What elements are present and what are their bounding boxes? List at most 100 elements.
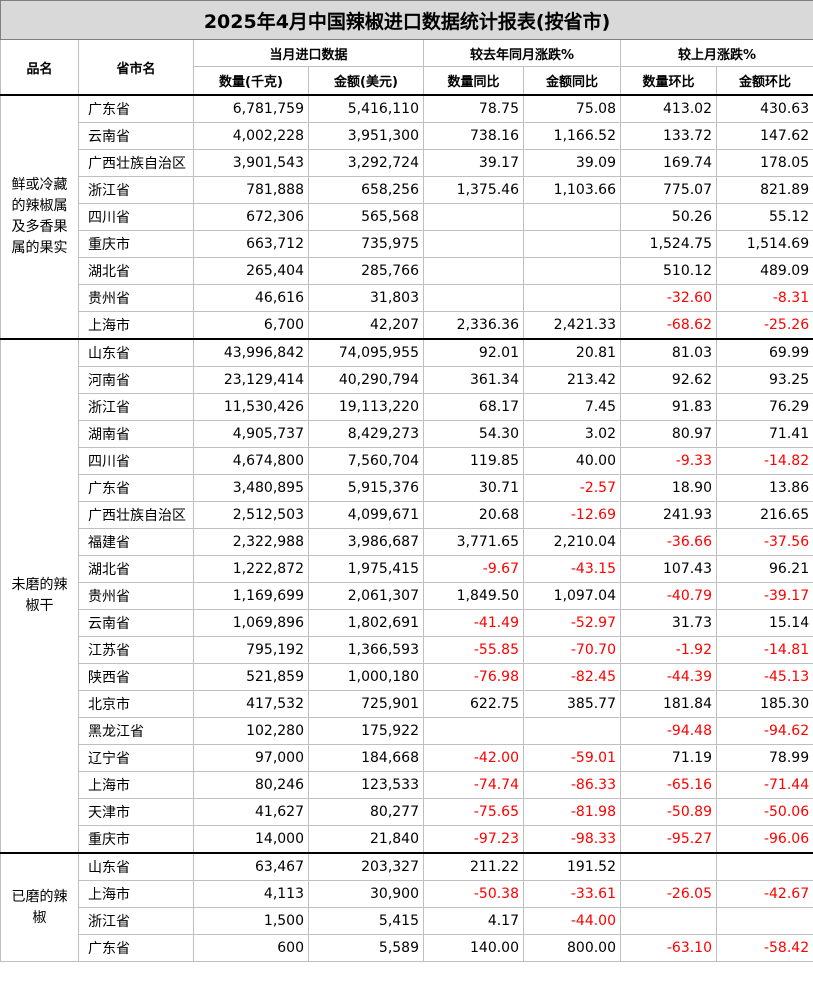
qty-cell: 1,500: [193, 907, 309, 935]
amount-cell: 1,000,180: [308, 663, 424, 691]
amount-yoy-cell: 1,103.66: [523, 176, 621, 204]
qty-cell: 4,674,800: [193, 447, 309, 475]
qty-yoy-cell: 30.71: [423, 474, 524, 502]
qty-yoy-cell: -74.74: [423, 771, 524, 799]
table-row: 云南省 1,069,896 1,802,691 -41.49 -52.97 31.73 15…: [1, 609, 813, 637]
table-row: 湖北省 1,222,872 1,975,415 -9.67 -43.15 107.43 96…: [1, 555, 813, 583]
table-row: 已磨的辣椒 山东省 63,467 203,327 211.22 191.52: [0, 852, 813, 962]
qty-cell: 11,530,426: [193, 393, 309, 421]
table-row: 四川省 672,306 565,568 50.26 55.12: [1, 203, 813, 231]
header-amount-yoy: 金额同比: [523, 66, 621, 96]
amount-yoy-cell: [523, 284, 621, 312]
qty-yoy-cell: -76.98: [423, 663, 524, 691]
amount-mom-cell: -39.17: [715, 582, 813, 610]
amount-mom-cell: -8.31: [715, 284, 813, 312]
qty-mom-cell: 80.97: [620, 420, 717, 448]
qty-yoy-cell: 622.75: [423, 690, 524, 718]
table-row: 浙江省 781,888 658,256 1,375.46 1,103.66 775.07 8…: [1, 176, 813, 204]
qty-mom-cell: -63.10: [620, 934, 717, 962]
amount-yoy-cell: -82.45: [523, 663, 621, 691]
amount-yoy-cell: [523, 230, 621, 258]
table-row: 贵州省 46,616 31,803 -32.60 -8.31: [1, 284, 813, 312]
amount-cell: 123,533: [308, 771, 424, 799]
qty-mom-cell: [620, 852, 717, 881]
qty-mom-cell: [620, 907, 717, 935]
amount-yoy-cell: 39.09: [523, 149, 621, 177]
qty-mom-cell: -95.27: [620, 825, 717, 854]
table-row: 重庆市 14,000 21,840 -97.23 -98.33 -95.27 -96.06: [1, 825, 813, 854]
qty-cell: 1,222,872: [193, 555, 309, 583]
qty-yoy-cell: -97.23: [423, 825, 524, 854]
province-cell: 江苏省: [78, 636, 194, 664]
province-cell: 上海市: [78, 771, 194, 799]
amount-cell: 3,292,724: [308, 149, 424, 177]
header-group-mom: 较上月涨跌%: [619, 39, 813, 67]
amount-mom-cell: 430.63: [715, 94, 813, 123]
table-row: 四川省 4,674,800 7,560,704 119.85 40.00 -9.33 -14…: [1, 447, 813, 475]
amount-yoy-cell: [523, 257, 621, 285]
qty-yoy-cell: 119.85: [423, 447, 524, 475]
province-cell: 四川省: [78, 447, 194, 475]
qty-yoy-cell: 1,375.46: [423, 176, 524, 204]
table-body: 鲜或冷藏的辣椒属及多香果属的果实 广东省 6,781,759 5,416,110 78.…: [0, 94, 813, 962]
amount-cell: 5,589: [308, 934, 424, 962]
qty-cell: 6,700: [193, 311, 309, 340]
amount-mom-cell: 93.25: [715, 366, 813, 394]
qty-mom-cell: -40.79: [620, 582, 717, 610]
amount-yoy-cell: 3.02: [523, 420, 621, 448]
amount-mom-cell: -58.42: [715, 934, 813, 962]
product-name-cell: 鲜或冷藏的辣椒属及多香果属的果实: [0, 94, 79, 340]
amount-yoy-cell: 40.00: [523, 447, 621, 475]
province-cell: 云南省: [78, 609, 194, 637]
qty-cell: 41,627: [193, 798, 309, 826]
amount-mom-cell: 147.62: [715, 122, 813, 150]
header-group-yoy: 较去年同月涨跌%: [423, 39, 621, 67]
qty-yoy-cell: 68.17: [423, 393, 524, 421]
qty-yoy-cell: 361.34: [423, 366, 524, 394]
qty-cell: 4,905,737: [193, 420, 309, 448]
qty-cell: 4,002,228: [193, 122, 309, 150]
qty-yoy-cell: 738.16: [423, 122, 524, 150]
qty-yoy-cell: 140.00: [423, 934, 524, 962]
table-row: 广西壮族自治区 2,512,503 4,099,671 20.68 -12.69 241.…: [1, 501, 813, 529]
qty-yoy-cell: [423, 717, 524, 745]
qty-cell: 46,616: [193, 284, 309, 312]
province-cell: 湖南省: [78, 420, 194, 448]
table-row: 湖北省 265,404 285,766 510.12 489.09: [1, 257, 813, 285]
amount-yoy-cell: 213.42: [523, 366, 621, 394]
province-cell: 浙江省: [78, 393, 194, 421]
province-cell: 陕西省: [78, 663, 194, 691]
amount-yoy-cell: -98.33: [523, 825, 621, 854]
qty-mom-cell: 169.74: [620, 149, 717, 177]
province-cell: 福建省: [78, 528, 194, 556]
amount-yoy-cell: 2,421.33: [523, 311, 621, 340]
amount-yoy-cell: -86.33: [523, 771, 621, 799]
table-row: 鲜或冷藏的辣椒属及多香果属的果实 广东省 6,781,759 5,416,110 78.…: [0, 94, 813, 340]
header-group-current: 当月进口数据: [193, 39, 424, 67]
table-row: 贵州省 1,169,699 2,061,307 1,849.50 1,097.04 -40…: [1, 582, 813, 610]
header-amount-mom: 金额环比: [715, 66, 813, 96]
qty-cell: 265,404: [193, 257, 309, 285]
amount-mom-cell: 15.14: [715, 609, 813, 637]
amount-mom-cell: -25.26: [715, 311, 813, 340]
table-row: 浙江省 11,530,426 19,113,220 68.17 7.45 91.83 76.…: [1, 393, 813, 421]
amount-mom-cell: 71.41: [715, 420, 813, 448]
amount-mom-cell: [715, 907, 813, 935]
table-row: 上海市 6,700 42,207 2,336.36 2,421.33 -68.62 -25.…: [1, 311, 813, 340]
qty-mom-cell: 107.43: [620, 555, 717, 583]
amount-mom-cell: 55.12: [715, 203, 813, 231]
amount-cell: 74,095,955: [308, 338, 424, 367]
qty-cell: 63,467: [193, 852, 309, 881]
qty-yoy-cell: [423, 203, 524, 231]
table-row: 未磨的辣椒干 山东省 43,996,842 74,095,955 92.01 20.81 8…: [0, 338, 813, 854]
amount-mom-cell: 489.09: [715, 257, 813, 285]
amount-mom-cell: -14.81: [715, 636, 813, 664]
amount-yoy-cell: -33.61: [523, 880, 621, 908]
qty-yoy-cell: 39.17: [423, 149, 524, 177]
qty-mom-cell: 81.03: [620, 338, 717, 367]
province-cell: 北京市: [78, 690, 194, 718]
amount-yoy-cell: -43.15: [523, 555, 621, 583]
table-row: 北京市 417,532 725,901 622.75 385.77 181.84 185.3…: [1, 690, 813, 718]
amount-yoy-cell: -70.70: [523, 636, 621, 664]
amount-mom-cell: 78.99: [715, 744, 813, 772]
